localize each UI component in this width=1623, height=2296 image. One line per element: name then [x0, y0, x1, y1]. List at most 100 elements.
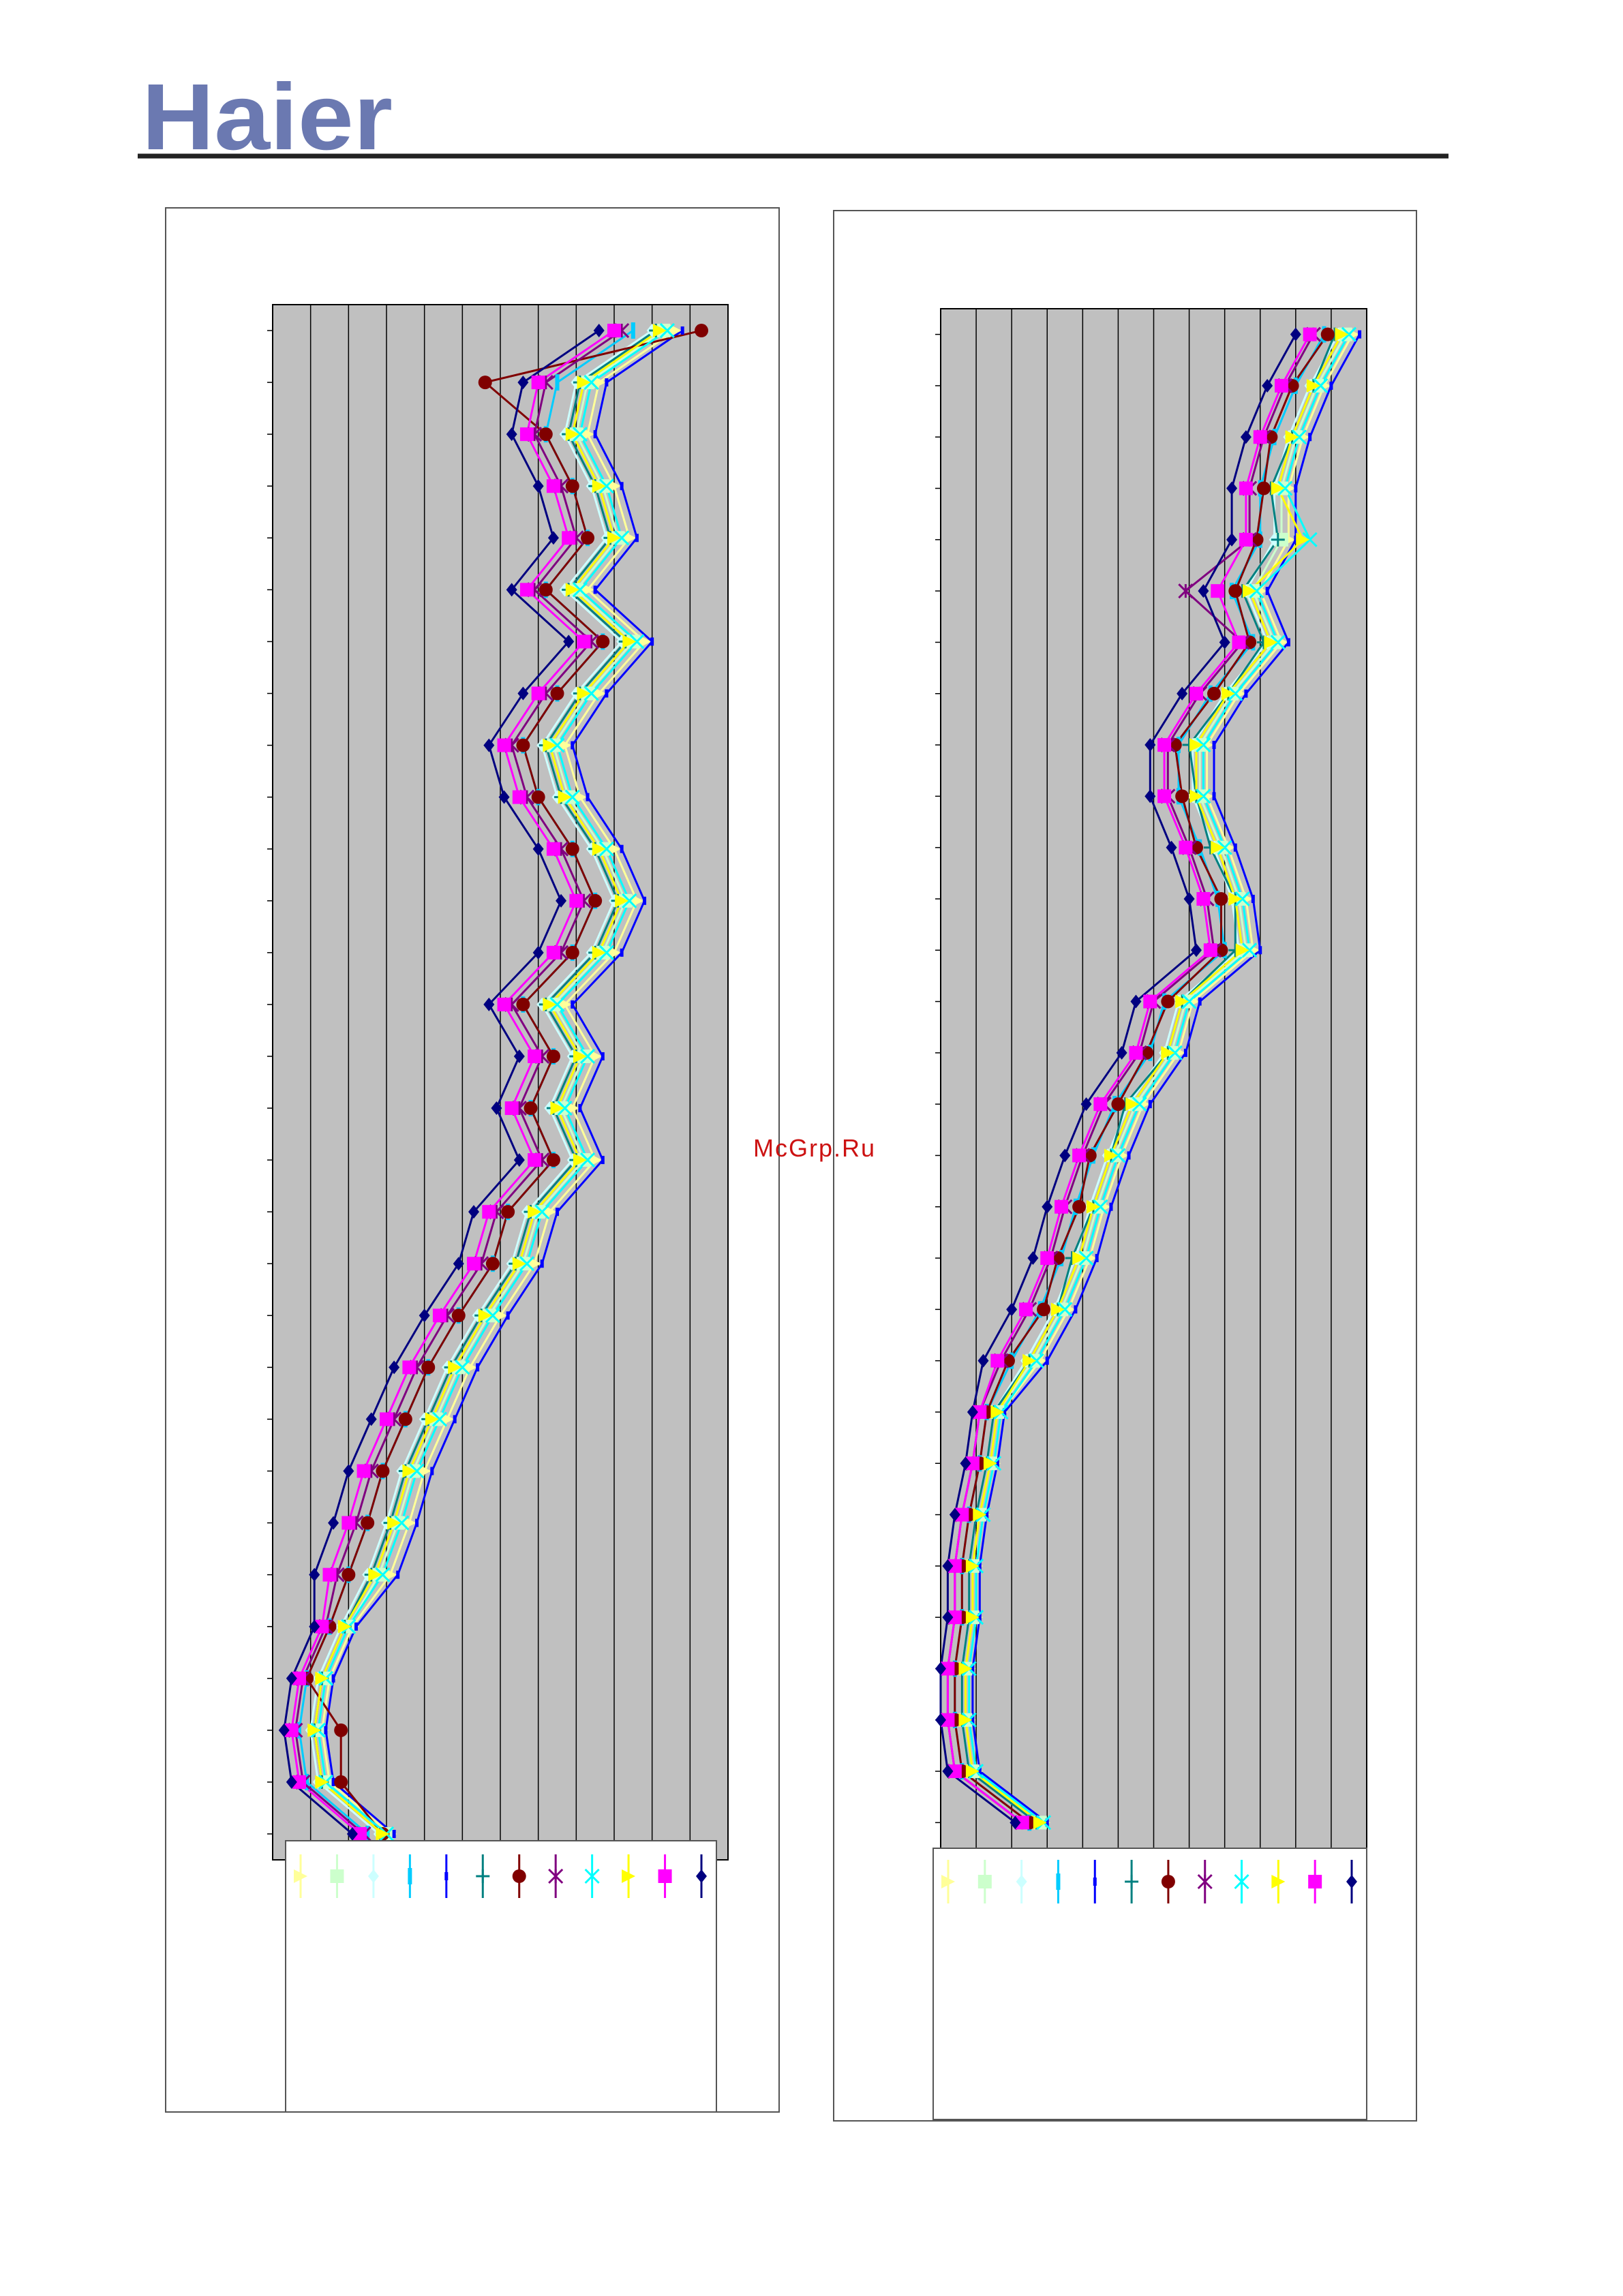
data-point: [556, 1208, 559, 1216]
data-point: [292, 1671, 306, 1685]
data-point: [1189, 789, 1203, 803]
data-point: [1212, 792, 1216, 801]
data-point: [534, 1204, 550, 1220]
data-point: [577, 686, 591, 701]
data-point: [549, 996, 565, 1012]
data-point: [977, 1561, 982, 1570]
series-line: [294, 329, 622, 1835]
data-point: [531, 376, 545, 390]
series-line: [965, 333, 1343, 1824]
data-point: [1015, 1816, 1029, 1830]
data-point: [577, 634, 591, 649]
data-point: [1040, 1251, 1055, 1266]
data-point: [1243, 584, 1257, 598]
data-point: [387, 1516, 401, 1530]
data-point: [1175, 789, 1189, 803]
data-point: [392, 1829, 396, 1838]
data-point: [1161, 1045, 1175, 1060]
data-point: [451, 1308, 466, 1323]
data-point: [562, 531, 576, 545]
data-point: [1294, 484, 1298, 493]
data-point: [1214, 891, 1228, 906]
data-point: [431, 1411, 447, 1427]
data-point: [1198, 997, 1202, 1006]
data-point: [334, 1775, 348, 1789]
series-line: [305, 329, 702, 1835]
data-point: [977, 1353, 989, 1368]
data-point: [949, 1507, 960, 1522]
data-point: [941, 1713, 955, 1727]
data-point: [519, 427, 534, 442]
data-point: [476, 1363, 480, 1372]
legend-marker: [1093, 1878, 1097, 1886]
chart: [833, 210, 1417, 2122]
data-point: [517, 376, 529, 390]
data-point: [528, 1153, 542, 1167]
data-point: [596, 634, 610, 649]
series-line: [309, 329, 653, 1835]
data-point: [409, 1463, 425, 1479]
watermark: McGrp.Ru: [753, 1134, 876, 1162]
data-point: [1335, 327, 1349, 341]
data-point: [971, 1664, 975, 1673]
data-point: [353, 1826, 367, 1841]
data-point: [579, 1152, 596, 1168]
data-point: [973, 1405, 987, 1419]
data-point: [309, 1567, 320, 1582]
data-point: [1086, 1199, 1100, 1214]
data-point: [278, 1723, 290, 1737]
data-point: [550, 1101, 564, 1116]
data-point: [557, 1100, 573, 1116]
data-point: [1234, 891, 1250, 907]
data-point: [565, 427, 579, 442]
data-point: [396, 1570, 400, 1579]
data-point: [1157, 738, 1172, 752]
data-point: [635, 534, 639, 542]
data-point: [468, 1205, 480, 1219]
data-point: [1095, 1254, 1099, 1263]
data-point: [315, 1619, 329, 1634]
data-point: [1235, 943, 1249, 958]
data-point: [1125, 1097, 1140, 1112]
data-point: [1059, 1148, 1071, 1163]
data-point: [286, 1671, 297, 1685]
data-point: [432, 1308, 446, 1323]
data-point: [958, 1662, 973, 1676]
legend-marker: [1271, 1875, 1286, 1888]
data-point: [528, 1205, 542, 1219]
data-point: [1265, 587, 1269, 596]
data-point: [328, 1516, 339, 1530]
data-point: [1130, 994, 1142, 1009]
data-point: [1181, 994, 1197, 1009]
data-point: [485, 1308, 500, 1323]
data-point: [1277, 480, 1293, 496]
data-point: [1080, 1097, 1092, 1112]
data-point: [965, 1610, 980, 1625]
data-point: [601, 1052, 605, 1060]
data-point: [519, 583, 534, 597]
data-point: [573, 1049, 587, 1063]
data-point: [1167, 1045, 1183, 1060]
data-point: [631, 322, 635, 339]
data-point: [1219, 635, 1230, 649]
data-point: [622, 634, 637, 649]
data-point: [516, 997, 530, 1011]
data-point: [1358, 330, 1362, 339]
data-point: [497, 997, 511, 1011]
data-point: [588, 893, 603, 908]
data-point: [524, 1101, 538, 1116]
data-point: [1233, 843, 1237, 852]
data-point: [555, 374, 560, 391]
data-point: [421, 1360, 436, 1375]
data-point: [286, 1775, 297, 1789]
data-point: [531, 686, 545, 701]
data-point: [695, 324, 709, 338]
data-point: [581, 531, 595, 545]
data-point: [532, 479, 544, 493]
data-point: [540, 1259, 544, 1268]
data-point: [512, 1257, 526, 1271]
data-point: [365, 1412, 377, 1426]
data-point: [1294, 535, 1298, 544]
data-point: [1212, 741, 1216, 750]
